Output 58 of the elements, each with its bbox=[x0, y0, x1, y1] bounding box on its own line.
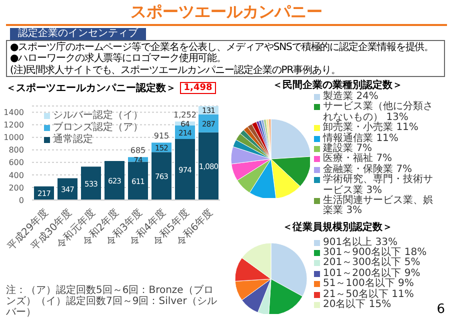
data-label: 7% bbox=[396, 164, 412, 175]
y-tick-label: 400 bbox=[8, 170, 24, 180]
text: 注：（ア）認定回数5回～6回：Bronze（ブロンズ）（イ）認定回数7回～9回：Silver（シルバー） bbox=[6, 285, 218, 318]
legend-label: 20名以下 bbox=[323, 299, 366, 310]
y-tick-label: 1200 bbox=[4, 120, 24, 130]
data-label: 13% bbox=[386, 112, 408, 123]
legend-label: 医療・福祉 bbox=[323, 153, 373, 164]
bar bbox=[128, 162, 148, 200]
data-label: 18% bbox=[404, 246, 427, 258]
text: 1,498 bbox=[180, 82, 216, 94]
data-label: 9% bbox=[398, 278, 414, 290]
text: (注)民間求人サイトでも、スポーツエールカンパニー認定企業のPR事例あり。 bbox=[10, 64, 342, 76]
y-tick-label: 800 bbox=[8, 146, 24, 155]
legend-label: 情報通信業 bbox=[323, 132, 373, 144]
data-label: 3% bbox=[366, 184, 382, 196]
bar bbox=[152, 152, 172, 200]
legend-label: 卸売業・小売業 bbox=[323, 122, 393, 134]
legend-label: ブロンズ認定（ア） bbox=[53, 122, 143, 133]
legend-label: 金融業・保険業 bbox=[323, 164, 393, 175]
data-label: 11% bbox=[392, 288, 414, 300]
data-label: 5% bbox=[404, 257, 420, 268]
data-label: 9% bbox=[404, 268, 420, 279]
data-label: 24% bbox=[356, 91, 378, 102]
y-tick-label: 1000 bbox=[4, 133, 24, 142]
legend-label: 101～200名以下 bbox=[323, 268, 402, 279]
text: スポーツエールカンパニー bbox=[130, 2, 324, 23]
legend-label: 製造業 bbox=[323, 91, 353, 102]
chart-title: ＜従業員規模別認定数＞ bbox=[282, 222, 394, 234]
legend-label: 201～300名以下 bbox=[323, 257, 402, 268]
data-label: 33% bbox=[375, 236, 398, 248]
data-label: 11% bbox=[396, 122, 418, 134]
text: 6 bbox=[436, 302, 445, 317]
text: ●ハローワークの求人票等にロゴマーク使用可能。 bbox=[10, 53, 228, 64]
bar bbox=[198, 132, 218, 200]
legend-label: 21～50名以下 bbox=[323, 288, 388, 300]
chart-title: ＜スポーツエールカンパニー認定数＞ bbox=[6, 81, 176, 95]
y-tick-label: 1400 bbox=[4, 108, 24, 118]
bar bbox=[104, 160, 124, 200]
legend-label: 51～100名以下 bbox=[323, 278, 395, 290]
y-tick-label: 200 bbox=[8, 183, 24, 192]
chart-title: ＜民間企業の業種別認定数＞ bbox=[272, 80, 404, 91]
legend-label: 通常認定 bbox=[53, 134, 93, 145]
total-label: 685 bbox=[130, 146, 146, 156]
legend-label: 301～900名以下 bbox=[323, 246, 402, 258]
legend-label: シルバー認定（イ） bbox=[53, 110, 143, 121]
total-label: 915 bbox=[154, 132, 170, 141]
legend-label: 901名以上 bbox=[323, 236, 372, 248]
data-label: 11% bbox=[376, 132, 398, 144]
data-label: 3% bbox=[346, 205, 362, 216]
data-label: 15% bbox=[368, 299, 392, 310]
text: ●スポーツ庁のホームページ等で企業名を公表し、メディアやSNSで積極的に認定企業情報を提供。 bbox=[10, 42, 435, 53]
text: 認定企業のインセンティブ bbox=[10, 28, 146, 40]
bar bbox=[175, 138, 195, 200]
y-tick-label: 0 bbox=[18, 196, 24, 205]
y-tick-label: 600 bbox=[8, 158, 24, 168]
total-label: 1,252 bbox=[174, 110, 196, 120]
bar bbox=[81, 166, 101, 200]
data-label: 7% bbox=[376, 153, 392, 164]
